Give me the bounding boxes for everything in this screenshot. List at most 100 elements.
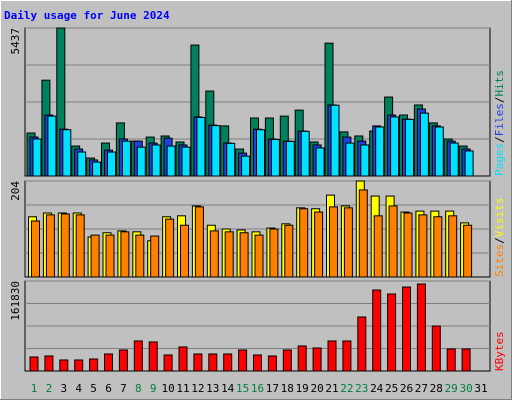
x-tick-label: 13: [206, 382, 219, 395]
bar: [330, 104, 340, 177]
bar: [136, 146, 146, 177]
bar: [120, 231, 130, 278]
bar: [387, 293, 397, 372]
bar: [327, 340, 337, 372]
bar: [270, 139, 280, 177]
bar: [345, 142, 355, 177]
bar: [402, 286, 411, 372]
bar: [150, 235, 160, 278]
y-tick-label: 161830: [9, 281, 22, 321]
bar: [431, 325, 441, 372]
x-tick-label: 29: [445, 382, 458, 395]
bar: [178, 346, 188, 372]
bar: [434, 126, 444, 177]
bar: [253, 354, 262, 372]
bar: [163, 354, 173, 372]
bar: [74, 359, 84, 372]
bar: [44, 355, 54, 372]
bar: [267, 355, 277, 372]
legend-separator: /: [493, 237, 506, 244]
bar: [461, 348, 471, 372]
x-tick-label: 27: [415, 382, 428, 395]
bar: [75, 214, 85, 278]
bar: [90, 234, 100, 278]
bar: [45, 214, 55, 278]
bar: [314, 211, 324, 278]
x-tick-label: 4: [75, 382, 82, 395]
bar: [449, 142, 459, 177]
legend-separator: /: [493, 136, 506, 143]
bar: [241, 155, 251, 177]
legend-entry: Visits: [493, 198, 506, 238]
x-tick-label: 26: [400, 382, 413, 395]
bar: [360, 144, 370, 177]
bar: [403, 212, 413, 278]
legend-entry: Hits: [493, 70, 506, 97]
bar: [59, 359, 69, 372]
bar: [405, 118, 414, 177]
bar: [312, 347, 322, 372]
x-tick-label: 6: [105, 382, 112, 395]
bar: [180, 224, 189, 278]
bar: [166, 145, 176, 177]
bar: [32, 138, 42, 177]
legend: Pages/Files/Hits: [493, 70, 506, 176]
bar: [433, 216, 443, 278]
x-tick-label: 5: [90, 382, 97, 395]
x-tick-label: 23: [355, 382, 368, 395]
bar: [29, 356, 39, 372]
bar: [358, 189, 368, 278]
bar: [62, 129, 72, 177]
x-tick-label: 10: [161, 382, 174, 395]
x-tick-label: 30: [459, 382, 472, 395]
x-tick-label: 18: [281, 382, 294, 395]
bar: [416, 283, 426, 372]
x-tick-label: 19: [296, 382, 309, 395]
bar: [372, 289, 382, 372]
bar: [464, 150, 474, 177]
bar: [47, 115, 57, 177]
bar: [208, 353, 218, 372]
bar: [388, 205, 398, 278]
x-tick-label: 9: [150, 382, 157, 395]
bar: [211, 125, 221, 177]
x-tick-label: 11: [176, 382, 189, 395]
bar: [418, 214, 428, 278]
x-tick-label: 28: [430, 382, 443, 395]
bar: [105, 234, 115, 278]
x-tick-label: 17: [266, 382, 279, 395]
x-tick-label: 24: [370, 382, 384, 395]
bar: [239, 232, 249, 278]
bar: [375, 126, 385, 177]
bar: [196, 116, 206, 177]
x-tick-label: 22: [340, 382, 353, 395]
legend-entry: Sites: [493, 244, 506, 277]
legend-entry: Files: [493, 103, 506, 136]
bar: [148, 341, 158, 372]
x-tick-label: 2: [46, 382, 53, 395]
bar: [181, 146, 191, 177]
x-tick-label: 1: [31, 382, 38, 395]
x-tick-label: 14: [221, 382, 235, 395]
bar: [224, 231, 234, 278]
bar: [343, 207, 353, 278]
bar: [256, 129, 265, 177]
bar: [315, 147, 325, 177]
bar: [284, 224, 294, 278]
x-tick-label: 7: [120, 382, 127, 395]
legend-entry: Pages: [493, 143, 506, 176]
bar: [194, 206, 204, 278]
bar: [118, 349, 128, 372]
chart-title: Daily usage for June 2024: [4, 9, 170, 22]
bar: [285, 140, 295, 177]
x-tick-label: 8: [135, 382, 142, 395]
bar: [135, 234, 145, 278]
bar: [209, 230, 219, 278]
bar: [121, 140, 131, 177]
y-tick-label: 5437: [9, 28, 22, 55]
legend: Sites/Visits: [493, 198, 506, 278]
bar: [299, 208, 309, 278]
x-tick-label: 31: [474, 382, 487, 395]
